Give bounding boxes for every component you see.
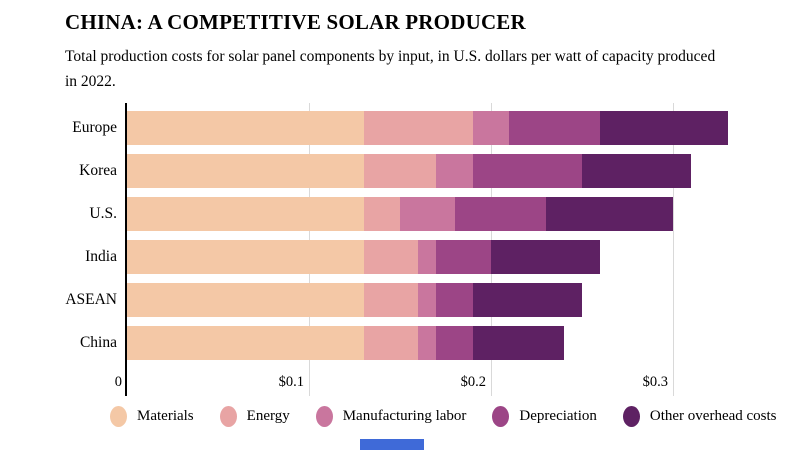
- gridline-0.3: [673, 103, 674, 397]
- bar-row-china: China: [80, 326, 764, 361]
- bar-segment-materials: [127, 240, 364, 275]
- legend-item-manufacturing-labor: Manufacturing labor: [315, 406, 467, 428]
- bar-segment-energy: [363, 240, 419, 275]
- page-subtitle: Total production costs for solar panel c…: [65, 48, 716, 91]
- bar-segment-energy: [363, 326, 419, 361]
- x-tick-label: $0.2: [460, 374, 486, 391]
- category-label: Korea: [79, 162, 117, 180]
- bar-segment-materials: [127, 197, 364, 232]
- category-label: Europe: [72, 119, 117, 137]
- category-label: China: [79, 334, 117, 352]
- bar-segment-depreciation: [436, 326, 473, 361]
- bar-segment-depreciation: [436, 240, 491, 275]
- bar-segment-energy: [363, 283, 419, 318]
- bar-segment-manufacturing-labor: [436, 154, 473, 189]
- bar-row-asean: ASEAN: [65, 283, 764, 318]
- bar-row-europe: Europe: [72, 111, 764, 146]
- x-tick-label: $0.1: [278, 374, 304, 391]
- bar-row-u-s: U.S.: [89, 197, 764, 232]
- bar-segment-energy: [363, 197, 400, 232]
- legend-item-materials: Materials: [110, 406, 194, 428]
- legend-swatch-icon: [315, 406, 333, 428]
- bar-segment-materials: [127, 283, 364, 318]
- category-label: U.S.: [89, 205, 117, 223]
- x-tick-label: 0: [114, 374, 122, 391]
- bar-segment-energy: [363, 154, 437, 189]
- bar-segment-other-overhead-costs: [581, 154, 692, 189]
- legend-item-depreciation: Depreciation: [492, 406, 597, 428]
- chart-legend: Materials Energy Manufacturing labor Deprec…: [110, 406, 800, 428]
- legend-swatch-icon: [110, 406, 127, 428]
- x-axis-ticks: 0 $0.1 $0.2 $0.3: [115, 374, 764, 396]
- bar-segment-other-overhead-costs: [490, 240, 601, 275]
- category-label: India: [85, 248, 117, 266]
- bar-row-india: India: [85, 240, 764, 275]
- bar-segment-materials: [127, 326, 364, 361]
- legend-label: Other overhead costs: [649, 408, 777, 425]
- bar-segment-manufacturing-labor: [399, 197, 455, 232]
- bottom-scrollbar-fragment[interactable]: [360, 439, 424, 450]
- legend-item-other-overhead-costs: Other overhead costs: [622, 406, 777, 428]
- legend-swatch-icon: [219, 406, 237, 428]
- y-axis-line: [125, 103, 127, 397]
- legend-label: Depreciation: [519, 408, 597, 425]
- page-title: CHINA: A COMPETITIVE SOLAR PRODUCER: [65, 10, 526, 34]
- bar-segment-materials: [127, 111, 364, 146]
- x-tick-label: $0.3: [642, 374, 668, 391]
- bar-segment-manufacturing-labor: [418, 240, 437, 275]
- legend-swatch-icon: [622, 406, 640, 428]
- bar-segment-depreciation: [509, 111, 601, 146]
- bar-segment-other-overhead-costs: [472, 283, 582, 318]
- bar-segment-depreciation: [472, 154, 582, 189]
- legend-label: Materials: [137, 408, 194, 425]
- bar-segment-materials: [127, 154, 364, 189]
- bar-segment-depreciation: [454, 197, 546, 232]
- stacked-bar-chart: Europe Korea U.S. India ASEAN China 0 $0.1 $0.2…: [0, 103, 764, 399]
- bar-segment-depreciation: [436, 283, 473, 318]
- category-label: ASEAN: [65, 291, 117, 309]
- bar-row-korea: Korea: [79, 154, 764, 189]
- legend-label: Energy: [246, 408, 290, 425]
- legend-label: Manufacturing labor: [342, 408, 467, 425]
- bar-segment-other-overhead-costs: [472, 326, 564, 361]
- bar-segment-manufacturing-labor: [472, 111, 510, 146]
- legend-item-energy: Energy: [219, 406, 290, 428]
- legend-swatch-icon: [492, 406, 510, 428]
- bar-segment-other-overhead-costs: [545, 197, 673, 232]
- bar-rows: Europe Korea U.S. India ASEAN China: [65, 111, 764, 369]
- bar-segment-manufacturing-labor: [418, 283, 437, 318]
- bar-segment-other-overhead-costs: [600, 111, 728, 146]
- bar-segment-manufacturing-labor: [418, 326, 437, 361]
- bar-segment-energy: [363, 111, 473, 146]
